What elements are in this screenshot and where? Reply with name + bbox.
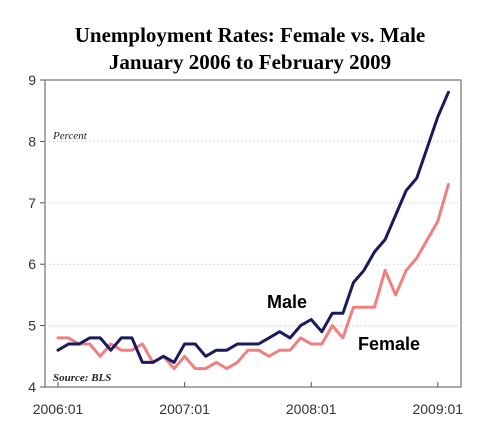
x-tick-label-2009-01: 2009:01 (412, 401, 463, 417)
y-tick-label-7: 7 (28, 195, 36, 211)
y-tick-label-4: 4 (28, 379, 36, 395)
x-tick-label-2007-01: 2007:01 (159, 401, 210, 417)
chart-title: Unemployment Rates: Female vs. Male Janu… (0, 22, 500, 76)
chart-title-line-1: Unemployment Rates: Female vs. Male (74, 23, 426, 47)
y-tick-label-6: 6 (28, 256, 36, 272)
y-tick-label-9: 9 (28, 72, 36, 88)
series-line-female (56, 182, 450, 371)
x-tick-label-2006-01: 2006:01 (33, 401, 84, 417)
chart-title-line-2: January 2006 to February 2009 (108, 50, 392, 74)
series-label-male: Male (267, 292, 307, 312)
y-axis-ticks: 4 5 6 7 8 9 (28, 72, 45, 395)
y-axis-label: Percent (52, 130, 88, 142)
source-note: Source: BLS (53, 372, 111, 384)
y-tick-label-8: 8 (28, 133, 36, 149)
plot-area-frame (44, 79, 462, 388)
x-axis-ticks: 2006:01 2007:01 2008:01 2009:01 (33, 382, 463, 417)
x-tick-label-2008-01: 2008:01 (286, 401, 337, 417)
series-lines (56, 90, 450, 371)
gridlines (45, 140, 461, 327)
series-line-male (56, 90, 450, 364)
y-tick-label-5: 5 (28, 318, 36, 334)
series-label-female: Female (358, 334, 420, 354)
